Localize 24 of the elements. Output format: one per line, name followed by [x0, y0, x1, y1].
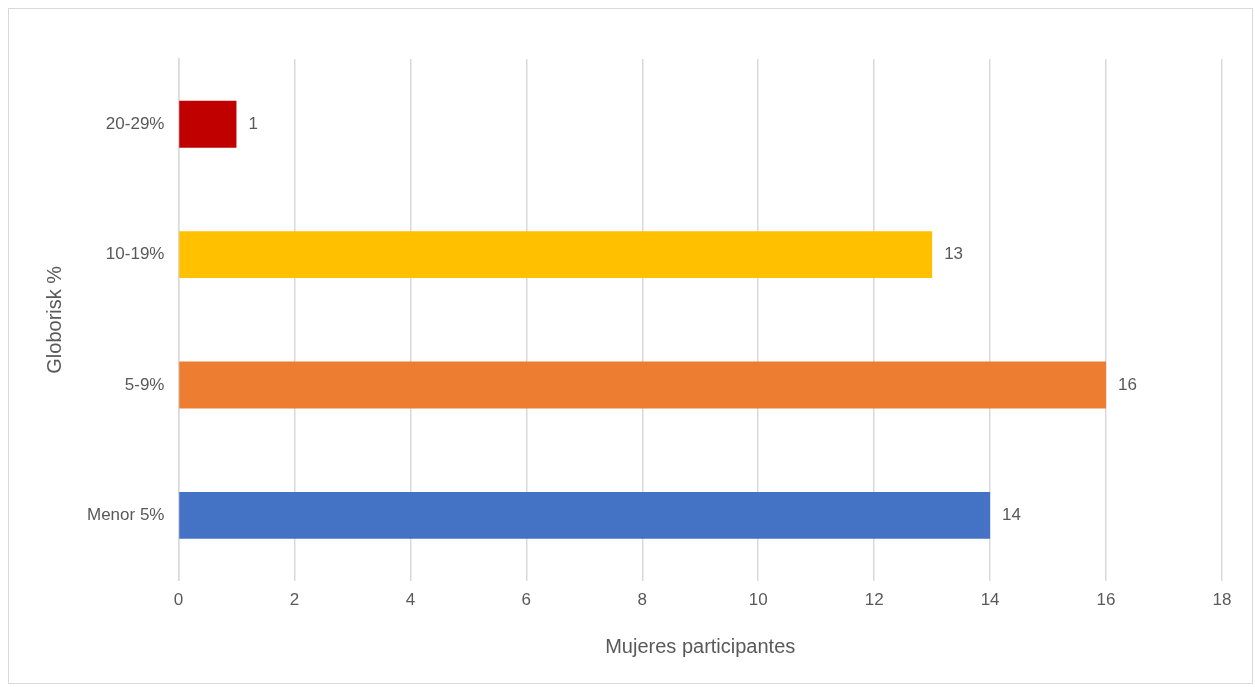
y-tick-label: 10-19%	[105, 244, 165, 264]
x-tick-label: 18	[1212, 590, 1232, 610]
y-tick-label: 5-9%	[124, 374, 165, 394]
x-tick-label: 16	[1096, 590, 1116, 610]
y-axis-title: Globorisk %	[42, 265, 65, 374]
x-axis-title: Mujeres participantes	[605, 634, 796, 657]
bar	[179, 231, 933, 279]
x-tick-label: 6	[521, 590, 532, 610]
x-tick-label: 10	[748, 590, 768, 610]
x-tick-label: 12	[864, 590, 884, 610]
x-tick-label: 14	[980, 590, 1000, 610]
bar	[179, 491, 991, 539]
data-label: 13	[944, 244, 964, 264]
x-tick-label: 4	[405, 590, 416, 610]
data-label: 16	[1118, 374, 1137, 394]
x-tick-label: 8	[637, 590, 647, 610]
data-label: 1	[248, 113, 258, 133]
y-tick-label: 20-29%	[105, 113, 165, 133]
data-label: 14	[1002, 505, 1022, 525]
bar	[179, 361, 1107, 409]
x-tick-label: 0	[173, 590, 184, 610]
y-tick-label: Menor 5%	[87, 505, 165, 525]
bar	[179, 100, 237, 148]
x-tick-label: 2	[289, 590, 300, 610]
